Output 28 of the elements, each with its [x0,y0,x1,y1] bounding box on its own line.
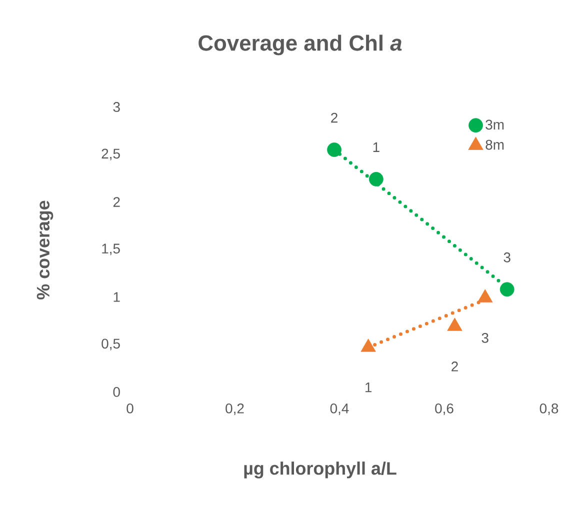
point [447,318,462,331]
y-tick-label: 2 [113,197,120,207]
y-axis-title: % coverage [36,200,54,300]
y-tick-label: 1,5 [102,244,120,256]
annotation: 3 [504,252,510,262]
legend-label: 3m [486,120,504,130]
y-tick-label: 0,5 [102,338,120,350]
point [360,338,376,352]
x-axis-title: µg chlorophyll a/L [244,462,396,478]
x-tick-label: 0,2 [226,403,244,416]
chart-title: Coverage and Chl a [198,34,402,56]
annotation: 1 [373,142,380,152]
annotation: 1 [365,382,372,392]
x-tick-label: 0,8 [540,403,558,416]
y-tick-label: 1 [114,292,120,302]
annotation: 2 [331,112,338,123]
y-tick-label: 0 [113,387,120,397]
point [327,142,342,157]
y-tick-label: 2,5 [102,148,120,160]
x-tick-label: 0 [126,403,134,414]
legend-label: 8m [486,140,504,150]
point [478,289,493,302]
x-tick-label: 0,6 [435,403,454,416]
annotation: 2 [452,362,458,372]
y-tick-label: 3 [113,102,120,112]
annotation: 3 [482,332,488,343]
x-tick-label: 0,4 [330,403,349,416]
point [368,172,384,186]
